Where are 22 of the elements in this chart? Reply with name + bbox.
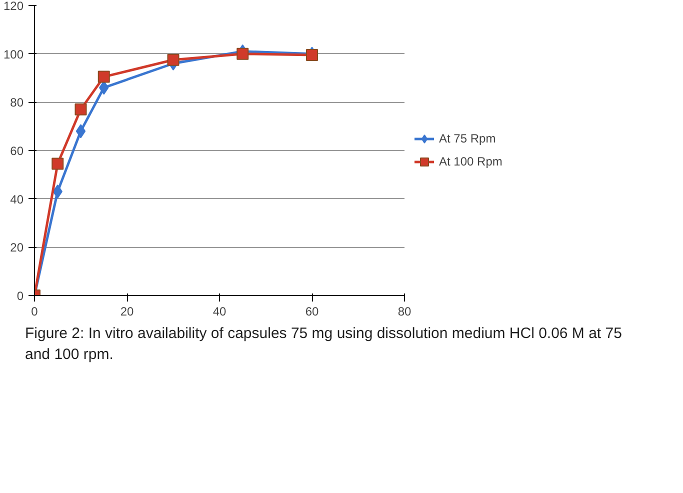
y-tick-label: 20 bbox=[10, 240, 24, 255]
y-tick-label: 40 bbox=[10, 192, 24, 206]
x-tick-label: 0 bbox=[31, 304, 38, 318]
y-tick-label: 80 bbox=[10, 96, 24, 110]
legend-label: At 100 Rpm bbox=[439, 154, 502, 168]
point bbox=[306, 49, 318, 62]
y-tick-label: 120 bbox=[3, 0, 24, 13]
point bbox=[236, 48, 249, 60]
x-tick-label: 20 bbox=[120, 304, 134, 318]
legend-label: At 75 Rpm bbox=[439, 132, 496, 146]
x-tick-label: 80 bbox=[398, 304, 412, 318]
point bbox=[98, 70, 110, 83]
y-tick-label: 60 bbox=[10, 144, 24, 158]
point bbox=[52, 158, 64, 170]
x-tick-label: 60 bbox=[305, 304, 319, 318]
y-tick-label: 0 bbox=[16, 289, 24, 303]
x-tick-label: 40 bbox=[212, 304, 226, 318]
point bbox=[76, 124, 86, 138]
caption: Figure 2: In vitro availability of capsules 75 mg using dissolution medium HCl 0.06 M at 75 and 100 rpm. bbox=[25, 324, 623, 366]
y-tick-label: 100 bbox=[3, 47, 24, 62]
point bbox=[74, 103, 87, 116]
point bbox=[167, 54, 180, 66]
